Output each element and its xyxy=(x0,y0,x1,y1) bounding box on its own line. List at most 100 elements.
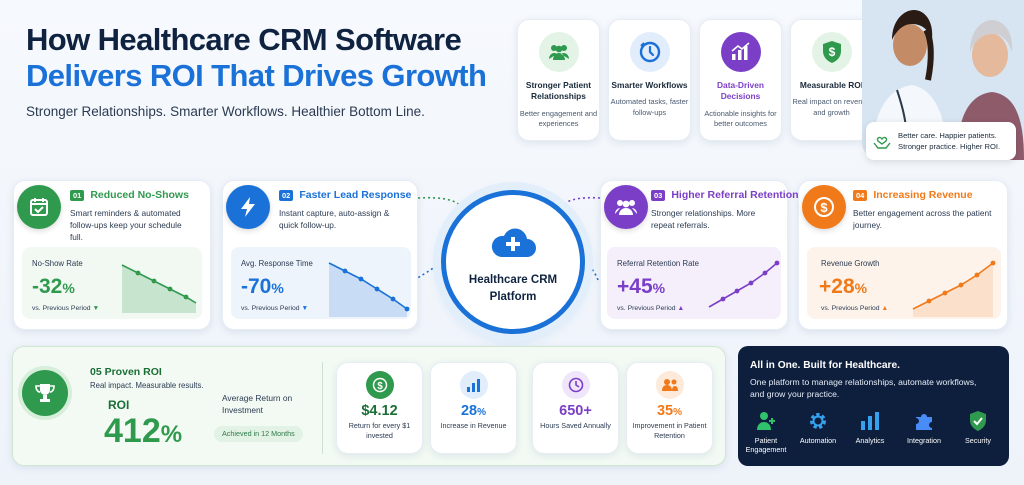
feature-desc: Better engagement and experiences xyxy=(519,108,598,129)
stat-card-hours: 650+ Hours Saved Annually xyxy=(532,362,619,454)
stat-card-revenue: 28% Increase in Revenue xyxy=(430,362,517,454)
metric-value: -32% xyxy=(32,275,75,298)
metric-desc: Stronger relationships. More repeat refe… xyxy=(651,208,756,231)
gear-icon xyxy=(792,410,844,432)
roi-badge: Achieved in 12 Months xyxy=(214,426,303,442)
platform-item-label: Security xyxy=(965,436,991,445)
feature-card-patient-relationships: Stronger Patient Relationships Better en… xyxy=(517,19,600,141)
roi-avg-label: Average Return on Investment xyxy=(222,393,293,416)
metric-number: 02 xyxy=(279,189,294,201)
trend-chart xyxy=(708,260,780,308)
metric-number: 03 xyxy=(651,189,666,201)
caring-hands-icon xyxy=(873,136,891,149)
quote-line-1: Better care. Happier patients. xyxy=(898,130,997,140)
stat-value: 28% xyxy=(460,403,487,419)
metric-label: No-Show Rate xyxy=(32,259,83,268)
quote-card: Better care. Happier patients. Stronger … xyxy=(866,122,1016,160)
metric-label: Revenue Growth xyxy=(821,259,880,268)
platform-item-label: Automation xyxy=(799,436,837,445)
feature-title: Smarter Workflows xyxy=(611,80,688,90)
metric-card-revenue: $ 04 Increasing Revenue Better engagement… xyxy=(798,180,1008,330)
chart-icon xyxy=(720,32,761,72)
metric-value: +28% xyxy=(819,275,868,298)
platform-item-label: Analytics xyxy=(855,436,885,445)
platform-item-analytics: Analytics xyxy=(844,410,896,445)
page-subtitle: Stronger Relationships. Smarter Workflow… xyxy=(26,104,425,119)
hub-title-line-2: Platform xyxy=(489,290,537,303)
people-icon xyxy=(655,371,684,399)
metric-label: Referral Retention Rate xyxy=(617,259,699,268)
feature-card-smarter-workflows: Smarter Workflows Automated tasks, faste… xyxy=(608,19,691,141)
metric-value: +45% xyxy=(617,275,666,298)
group-icon xyxy=(604,185,648,229)
stat-card-return: $ $4.12 Return for every $1 invested xyxy=(336,362,423,454)
divider xyxy=(322,362,323,454)
metric-card-lead-response: 02 Faster Lead Response Instant capture, … xyxy=(222,180,418,330)
roi-label: ROI xyxy=(108,398,130,412)
metric-desc: Better engagement across the patient jou… xyxy=(853,208,992,231)
metric-card-no-shows: 01 Reduced No-Shows Smart reminders & aut… xyxy=(13,180,211,330)
svg-text:$: $ xyxy=(377,381,383,392)
metric-title: Faster Lead Response xyxy=(299,189,412,201)
stat-desc: Improvement in Patient Retention xyxy=(632,421,707,441)
platform-item-security: Security xyxy=(952,410,1004,445)
metric-desc: Instant capture, auto-assign & quick fol… xyxy=(279,208,390,231)
bar-chart-icon xyxy=(459,371,488,399)
stat-desc: Hours Saved Annually xyxy=(540,421,611,430)
feature-desc: Automated tasks, faster follow-ups xyxy=(610,97,689,117)
platform-title: All in One. Built for Healthcare. xyxy=(750,360,901,371)
metric-title: Reduced No-Shows xyxy=(90,189,189,201)
feature-card-measurable-roi: $ Measurable ROI Real impact on revenue … xyxy=(790,19,873,141)
platform-item-label: Integration xyxy=(907,436,941,445)
clock-icon xyxy=(629,32,670,72)
feature-desc: Actionable insights for better outcomes xyxy=(704,108,777,129)
feature-title: Measurable ROI xyxy=(799,80,864,90)
feature-desc: Real impact on revenue and growth xyxy=(792,97,871,117)
feature-title: Stronger Patient Relationships xyxy=(525,80,592,102)
roi-value: 412% xyxy=(104,412,183,450)
platform-item-label: Patient Engagement xyxy=(745,436,787,455)
stat-value: $4.12 xyxy=(361,403,398,419)
arrow-up-icon: ▲ xyxy=(677,305,685,312)
stat-desc: Increase in Revenue xyxy=(440,421,507,430)
platform-item-patient-engagement: Patient Engagement xyxy=(740,410,792,455)
patient-icon xyxy=(740,410,792,432)
trend-chart xyxy=(121,264,197,313)
metric-title: Higher Referral Retention xyxy=(671,189,799,201)
quote-line-2: Stronger practice. Higher ROI. xyxy=(898,142,1001,151)
trend-chart xyxy=(912,260,996,317)
hub-title-line-1: Healthcare CRM xyxy=(468,274,558,286)
clock-icon xyxy=(561,371,590,399)
stat-card-retention: 35% Improvement in Patient Retention xyxy=(626,362,713,454)
metric-desc: Smart reminders & automated follow-ups k… xyxy=(70,208,182,243)
analytics-icon xyxy=(844,410,896,432)
metric-prev: vs. Previous Period ▲ xyxy=(617,305,685,312)
svg-text:$: $ xyxy=(828,45,835,59)
dollar-icon: $ xyxy=(365,371,394,399)
metric-number: 04 xyxy=(853,189,868,201)
platform-item-integration: Integration xyxy=(898,410,950,445)
metric-value: -70% xyxy=(241,275,284,298)
metric-title: Increasing Revenue xyxy=(873,189,973,201)
calendar-check-icon xyxy=(17,185,61,229)
metric-label: Avg. Response Time xyxy=(241,259,313,268)
metric-prev: vs. Previous Period ▲ xyxy=(821,305,889,312)
shield-check-icon xyxy=(952,410,1004,432)
lightning-icon xyxy=(226,185,270,229)
platform-item-automation: Automation xyxy=(792,410,844,445)
cloud-medical-icon xyxy=(491,228,536,257)
crm-platform-hub: Healthcare CRM Platform xyxy=(441,190,585,334)
roi-subtitle: Real impact. Measurable results. xyxy=(90,381,204,390)
stat-value: 650+ xyxy=(559,403,592,419)
platform-panel: All in One. Built for Healthcare. One pl… xyxy=(738,346,1009,466)
metric-card-referral-retention: 03 Higher Referral Retention Stronger rel… xyxy=(600,180,799,330)
metric-number: 01 xyxy=(70,189,85,201)
page-title-line-1: How Healthcare CRM Software xyxy=(26,22,462,57)
feature-title: Data-Driven Decisions xyxy=(716,80,764,102)
arrow-down-icon: ▼ xyxy=(92,305,100,312)
arrow-down-icon: ▼ xyxy=(301,305,309,312)
trophy-icon xyxy=(22,370,68,416)
patients-icon xyxy=(538,32,579,72)
dollar-shield-icon: $ xyxy=(811,32,852,72)
stat-value: 35% xyxy=(656,403,683,419)
